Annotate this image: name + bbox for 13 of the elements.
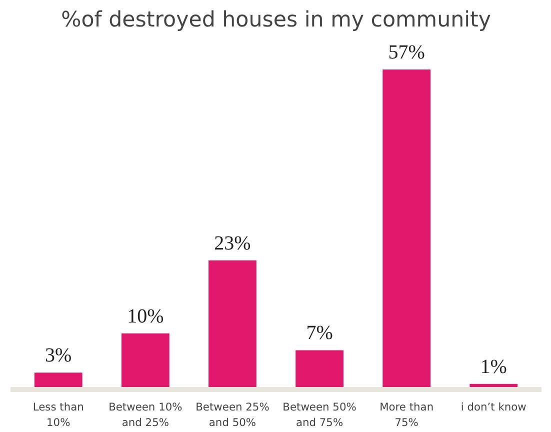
data-label: 10% xyxy=(127,305,164,328)
x-tick-label: Between 25% and 50% xyxy=(196,400,270,430)
x-tick-label: More than 75% xyxy=(380,400,434,430)
data-label: 1% xyxy=(480,356,507,378)
chart-title: %of destroyed houses in my community xyxy=(60,8,492,32)
x-tick-label: Less than 10% xyxy=(32,400,84,430)
x-tick-label: Between 50% and 75% xyxy=(282,400,356,430)
data-label: 7% xyxy=(306,322,333,344)
x-tick-label: Between 10% and 25% xyxy=(108,400,182,430)
data-label: 3% xyxy=(45,344,72,367)
x-tick-label: i don’t know xyxy=(460,400,527,414)
data-label: 23% xyxy=(214,232,251,254)
data-label: 57% xyxy=(388,42,425,64)
